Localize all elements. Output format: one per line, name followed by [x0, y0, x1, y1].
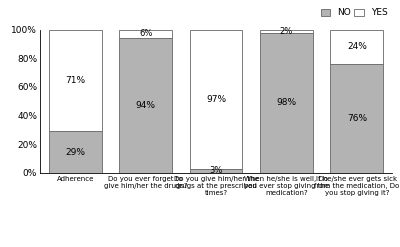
Text: 94%: 94%	[136, 101, 156, 110]
Text: 97%: 97%	[206, 95, 226, 104]
Bar	[49, 30, 102, 131]
Bar	[190, 30, 242, 169]
Bar	[260, 33, 313, 173]
Text: 29%: 29%	[65, 148, 85, 157]
Text: 76%: 76%	[347, 114, 367, 123]
Bar	[190, 169, 242, 173]
Bar	[119, 30, 172, 38]
Text: 3%: 3%	[209, 166, 223, 175]
Text: 2%: 2%	[280, 27, 293, 36]
Text: 6%: 6%	[139, 29, 152, 39]
Text: 24%: 24%	[347, 42, 367, 51]
Bar	[330, 30, 383, 64]
Bar	[49, 131, 102, 173]
Bar	[119, 38, 172, 173]
Text: 71%: 71%	[65, 76, 85, 85]
Text: 98%: 98%	[276, 98, 296, 107]
Bar	[260, 30, 313, 33]
Legend: NO, YES: NO, YES	[321, 8, 388, 17]
Bar	[330, 64, 383, 173]
